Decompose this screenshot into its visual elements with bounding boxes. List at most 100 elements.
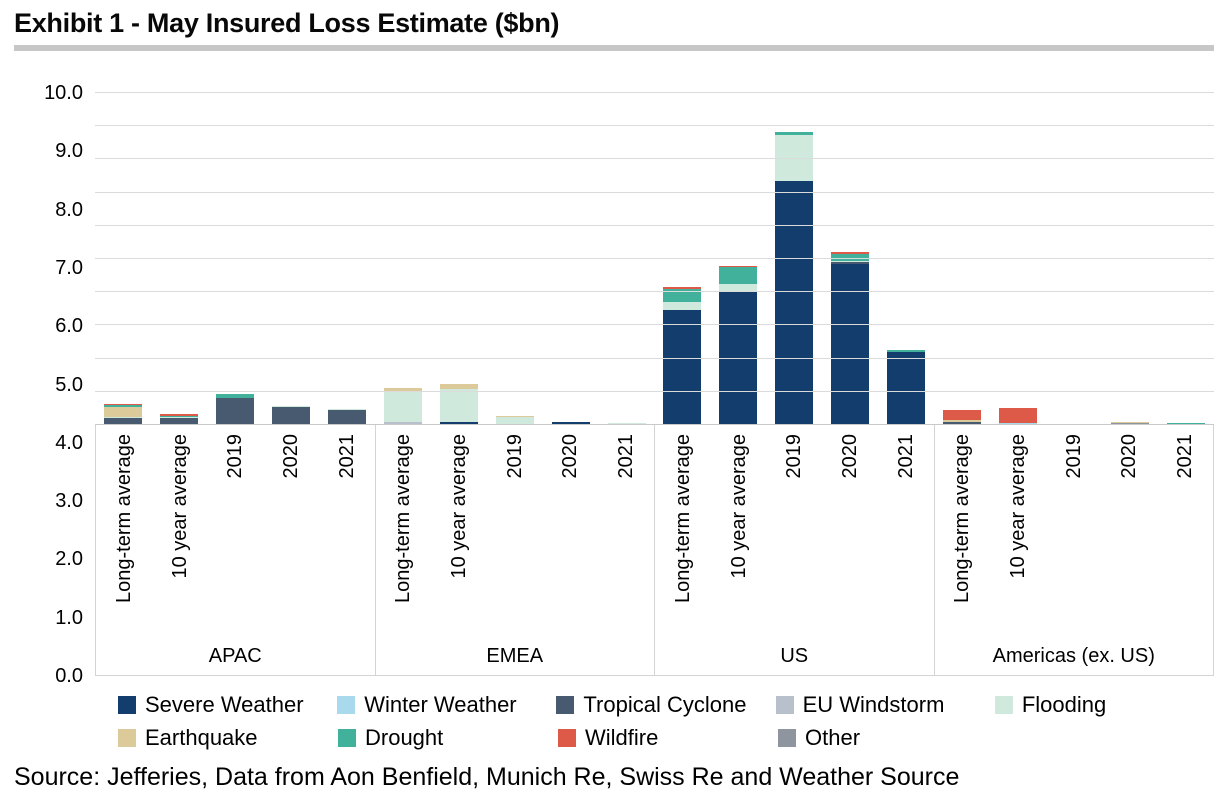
category-tick-label: Long-term average: [671, 434, 694, 603]
y-axis-tick-label: 3.0: [55, 490, 83, 513]
bar-segment: [1111, 421, 1150, 423]
category-tick-label: 2019: [503, 434, 526, 479]
bar-slot: [95, 93, 151, 425]
stacked-bar: [495, 416, 534, 425]
bar-segment: [271, 405, 310, 407]
y-axis-tick-label: 0.0: [55, 665, 83, 687]
stacked-bar: [943, 410, 982, 425]
bar-segment: [831, 252, 870, 255]
category-label-slot: 2019: [487, 425, 543, 637]
stacked-bar: [159, 414, 198, 425]
category-tick-label: 2021: [1174, 434, 1197, 479]
category-tick-label: Long-term average: [392, 434, 415, 603]
gridline: [95, 258, 1214, 259]
y-axis-tick-label: 6.0: [55, 315, 83, 338]
legend-swatch-icon: [775, 695, 794, 714]
legend-item: Drought: [338, 725, 558, 751]
bar-slot: [710, 93, 766, 425]
legend-label: Wildfire: [585, 724, 659, 750]
category-tick-label: 10 year average: [168, 434, 191, 579]
bar-segment: [439, 389, 478, 423]
legend-item: Other: [778, 725, 998, 751]
category-label-slot: 2020: [1102, 425, 1158, 637]
plot-column: Long-term average 10 year average 2019 2020…: [95, 92, 1214, 676]
category-label-slot: 10 year average: [431, 425, 487, 637]
stacked-bar: [775, 131, 814, 425]
bar-segment: [999, 422, 1038, 425]
stacked-bar: [1111, 421, 1150, 425]
legend-swatch-icon: [994, 695, 1013, 714]
category-tick-label: 2020: [838, 434, 861, 479]
bar-slot: [655, 93, 711, 425]
legend-label: Tropical Cyclone: [583, 691, 747, 717]
bar-slot: [207, 93, 263, 425]
category-label-group: Long-term average 10 year average 2019 2020…: [935, 425, 1214, 637]
bar-segment: [663, 302, 702, 311]
legend-swatch-icon: [558, 728, 576, 747]
y-axis-tick-label: 5.0: [55, 373, 83, 396]
gridline: [95, 92, 1214, 93]
category-label-slot: Long-term average: [376, 425, 432, 637]
legend-item: Tropical Cyclone: [556, 692, 775, 718]
category-label-slot: 10 year average: [990, 425, 1046, 637]
category-label-slot: 2020: [543, 425, 599, 637]
legend-label: Winter Weather: [364, 691, 517, 717]
bar-slot: [822, 93, 878, 425]
bar-segment: [663, 310, 702, 425]
bar-segment: [159, 418, 198, 425]
legend-item: Winter Weather: [337, 692, 556, 718]
bar-group: [375, 93, 655, 425]
group-label: APAC: [96, 637, 376, 675]
category-tick-label: 2019: [224, 434, 247, 479]
legend: Severe Weather Winter Weather Tropical Cyc…: [14, 688, 1214, 754]
bar-segment: [887, 350, 926, 352]
category-tick-label: 2021: [615, 434, 638, 479]
y-axis: 0.0 1.0 2.0 3.0 4.0 5.0 6.0 7.0 8.0 9.0 10.0: [14, 83, 95, 686]
legend-row: Severe Weather Winter Weather Tropical Cyc…: [118, 688, 1214, 721]
stacked-bar: [887, 350, 926, 425]
stacked-bar: [999, 408, 1038, 425]
group-label: US: [655, 637, 935, 675]
category-tick-label: 10 year average: [727, 434, 750, 579]
bar-slot: [151, 93, 207, 425]
bar-slot: [599, 93, 655, 425]
bar-segment: [159, 417, 198, 419]
bar-slot: [487, 93, 543, 425]
legend-swatch-icon: [118, 695, 136, 714]
bar-slot: [543, 93, 599, 425]
category-label-group: Long-term average 10 year average 2019 2020…: [96, 425, 376, 637]
bar-segment: [999, 408, 1038, 423]
bar-segment: [215, 397, 254, 425]
bar-segment: [775, 180, 814, 425]
legend-swatch-icon: [118, 728, 136, 747]
bar-segment: [103, 406, 142, 417]
bar-segment: [943, 420, 982, 422]
stacked-bar: [103, 404, 142, 425]
legend-label: Other: [805, 724, 861, 750]
gridline: [95, 357, 1214, 359]
bar-segment: [831, 261, 870, 264]
bar-segment: [775, 134, 814, 181]
bar-segment: [495, 416, 534, 418]
category-label-slot: 2021: [1157, 425, 1213, 637]
category-label-slot: 2021: [319, 425, 375, 637]
bar-segment: [1111, 422, 1150, 425]
category-tick-label: 2019: [783, 434, 806, 479]
bar-group: [655, 93, 935, 425]
bar-segment: [663, 287, 702, 289]
category-tick-label: 10 year average: [448, 434, 471, 579]
legend-swatch-icon: [778, 728, 796, 747]
group-label: Americas (ex. US): [935, 637, 1214, 675]
category-tick-label: 2020: [279, 434, 302, 479]
bar-segment: [943, 410, 982, 421]
gridline: [95, 324, 1214, 326]
source-note: Source: Jefferies, Data from Aon Benfiel…: [14, 763, 960, 791]
bar-segment: [495, 417, 534, 425]
legend-label: Earthquake: [145, 724, 258, 750]
bar-segment: [775, 131, 814, 135]
category-label-group: Long-term average 10 year average 2019 2020…: [376, 425, 655, 637]
legend-item: EU Windstorm: [775, 692, 995, 718]
category-label-slot: Long-term average: [655, 425, 711, 637]
bar-slot: [990, 93, 1046, 425]
x-axis-baseline: [95, 424, 1214, 425]
